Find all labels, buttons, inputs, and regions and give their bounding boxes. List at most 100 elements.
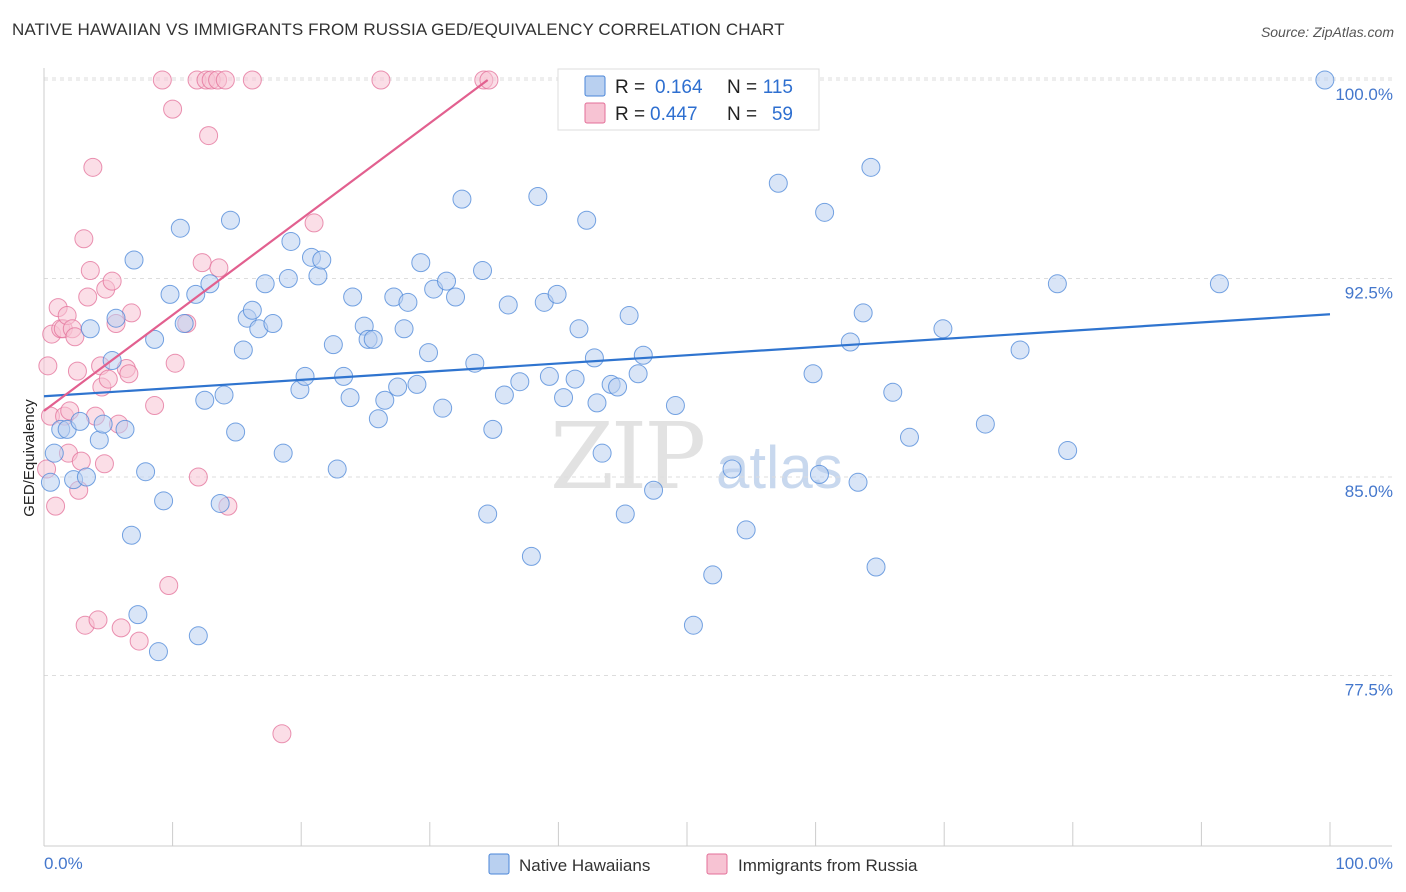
y-tick-labels: 77.5% 85.0% 92.5% 100.0% <box>1335 85 1393 700</box>
data-point <box>255 274 275 294</box>
data-point <box>327 459 347 479</box>
data-point <box>312 250 332 270</box>
data-point <box>80 319 100 339</box>
data-point <box>200 274 220 294</box>
trend-line-immigrants-from-russia <box>43 79 489 412</box>
data-point <box>199 126 219 146</box>
data-point <box>128 605 148 625</box>
data-point <box>473 261 493 281</box>
data-point <box>809 464 829 484</box>
series-immigrants-from-russia <box>37 70 499 744</box>
data-point <box>628 364 648 384</box>
data-point <box>411 253 431 273</box>
data-point <box>363 329 383 349</box>
data-point <box>308 266 328 286</box>
legend-n-label: N = <box>727 77 757 98</box>
data-point <box>398 292 418 312</box>
data-point <box>192 253 212 273</box>
data-point <box>106 308 126 328</box>
data-point <box>539 366 559 386</box>
trend-lines <box>43 79 1331 412</box>
legend-r-label: R = <box>615 77 645 98</box>
data-point <box>587 393 607 413</box>
data-point <box>446 287 466 307</box>
source-credit: Source: ZipAtlas.com <box>1260 24 1394 40</box>
data-point <box>1315 70 1335 90</box>
data-point <box>619 306 639 326</box>
data-point <box>170 218 190 238</box>
data-point <box>883 382 903 402</box>
data-point <box>46 496 66 516</box>
data-point <box>136 462 156 482</box>
data-point <box>665 396 685 416</box>
data-point <box>554 388 574 408</box>
data-point <box>94 454 114 474</box>
y-tick-label: 77.5% <box>1345 681 1393 700</box>
data-point <box>65 327 85 347</box>
data-point <box>98 369 118 389</box>
y-tick-label: 100.0% <box>1335 85 1393 104</box>
legend-r-value: 0.164 <box>655 77 703 98</box>
data-point <box>215 70 235 90</box>
data-point <box>608 377 628 397</box>
data-point <box>394 319 414 339</box>
data-point <box>129 631 149 651</box>
data-point <box>722 459 742 479</box>
bottom-legend-swatch-native-hawaiians <box>488 853 510 875</box>
legend-n-value: 115 <box>763 77 793 98</box>
data-point <box>840 332 860 352</box>
watermark-zip: ZIP <box>550 403 703 510</box>
data-point <box>242 300 262 320</box>
bottom-legend-label-native-hawaiians: Native Hawaiians <box>519 856 650 875</box>
data-point <box>437 271 457 291</box>
data-point <box>80 261 100 281</box>
data-point <box>121 525 141 545</box>
data-point <box>861 157 881 177</box>
chart-title: NATIVE HAWAIIAN VS IMMIGRANTS FROM RUSSI… <box>12 20 785 39</box>
data-point <box>510 372 530 392</box>
data-point <box>152 70 172 90</box>
data-point <box>592 443 612 463</box>
data-point <box>483 419 503 439</box>
data-point <box>93 414 113 434</box>
y-axis-label: GED/Equivalency <box>21 399 38 517</box>
bottom-legend-swatch-immigrants-from-russia <box>706 853 728 875</box>
data-point <box>644 480 664 500</box>
bottom-legend-label-immigrants-from-russia: Immigrants from Russia <box>738 856 918 875</box>
data-point <box>89 430 109 450</box>
data-point <box>111 618 131 638</box>
data-point <box>848 472 868 492</box>
series-native-hawaiians <box>40 70 1335 662</box>
data-point <box>388 377 408 397</box>
data-point <box>375 390 395 410</box>
data-point <box>214 385 234 405</box>
data-point <box>768 173 788 193</box>
data-point <box>933 319 953 339</box>
data-point <box>272 724 292 744</box>
data-point <box>577 210 597 230</box>
gridlines <box>44 77 1392 676</box>
data-point <box>866 557 886 577</box>
x-tick-marks <box>43 822 1331 846</box>
data-point <box>479 70 499 90</box>
data-point <box>163 99 183 119</box>
data-point <box>407 374 427 394</box>
data-point <box>304 213 324 233</box>
data-point <box>67 361 87 381</box>
data-point <box>38 356 58 376</box>
data-point <box>210 493 230 513</box>
data-point <box>736 520 756 540</box>
data-point <box>295 366 315 386</box>
data-point <box>40 472 60 492</box>
data-point <box>368 409 388 429</box>
data-point <box>419 343 439 363</box>
data-point <box>371 70 391 90</box>
data-point <box>340 388 360 408</box>
data-point <box>323 335 343 355</box>
data-point <box>478 504 498 524</box>
data-point <box>521 546 541 566</box>
data-point <box>569 319 589 339</box>
data-point <box>188 626 208 646</box>
data-point <box>633 345 653 365</box>
data-point <box>498 295 518 315</box>
